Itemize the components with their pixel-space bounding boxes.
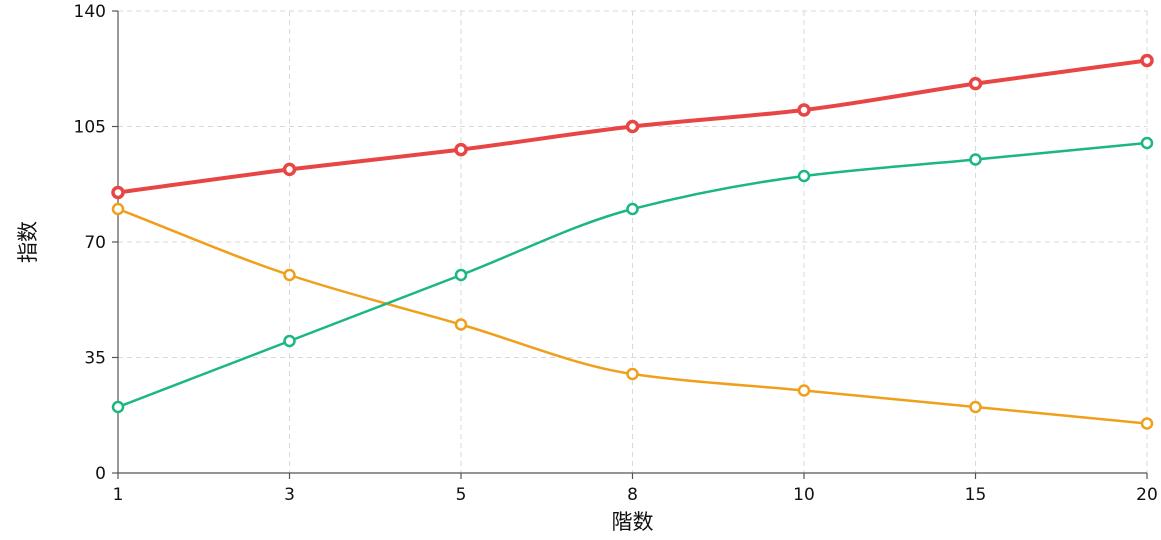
x-tick-label: 10 (793, 485, 815, 505)
x-tick-label: 20 (1136, 485, 1158, 505)
series-2-point (283, 334, 296, 348)
y-tick-label: 140 (74, 2, 106, 22)
series-3-point (1140, 417, 1154, 430)
y-tick-label: 0 (95, 464, 106, 484)
series-1-point (1140, 53, 1154, 68)
series-3-point (454, 318, 468, 331)
y-tick-label: 105 (74, 118, 106, 138)
x-tick-label: 5 (456, 485, 467, 505)
x-tick-label: 15 (965, 485, 987, 505)
series-1-point (797, 103, 811, 117)
x-axis-title: 階数 (612, 510, 654, 534)
series-2-point (626, 202, 639, 216)
x-tick-label: 3 (284, 485, 295, 505)
x-tick-label: 1 (113, 485, 124, 505)
y-tick-label: 35 (84, 349, 106, 369)
series-3-point (111, 202, 125, 216)
y-tick-label: 70 (84, 233, 106, 253)
series-2-point (797, 169, 811, 183)
series-3-point (283, 268, 296, 282)
series-2-point (969, 153, 982, 166)
series-1-point (454, 142, 468, 157)
series-2-point (454, 268, 468, 282)
series-2-point (1140, 136, 1154, 150)
series-3-point (797, 384, 811, 397)
series-3-point (626, 367, 639, 381)
series-1-point (625, 119, 640, 134)
y-axis-title: 指数 (16, 221, 40, 263)
x-tick-label: 8 (627, 485, 638, 505)
series-1-point (111, 185, 125, 200)
series-3-point (969, 400, 982, 414)
series-1-point (968, 76, 983, 91)
data-points (111, 53, 1154, 430)
series-2-point (111, 400, 125, 414)
series-1-point (282, 162, 297, 177)
